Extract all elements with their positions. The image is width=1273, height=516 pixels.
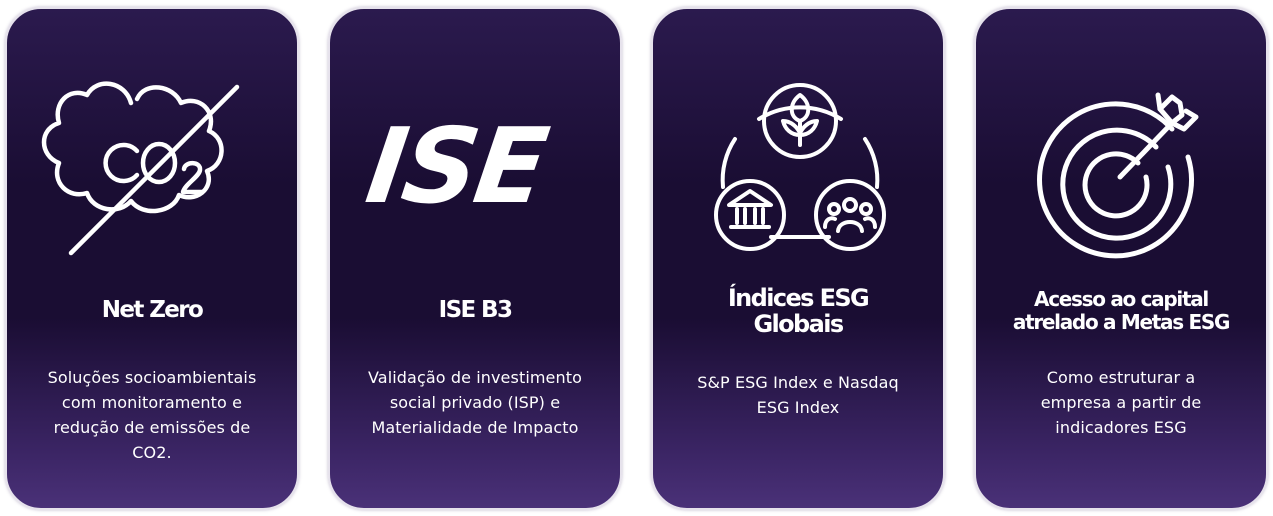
description-line: ESG Index — [756, 398, 840, 417]
description-line: redução de emissões de — [53, 418, 251, 437]
ise-logo-text: ISE — [360, 105, 554, 226]
title-line: Globais — [753, 310, 844, 338]
ise-logo: ISE — [330, 59, 620, 259]
global-esg-cycle-icon — [653, 59, 943, 259]
target-arrow-icon — [976, 59, 1266, 259]
card-ise-b3: ISE ISE B3 Validação de investimento soc… — [328, 7, 622, 510]
description-line: social privado (ISP) e — [389, 393, 561, 412]
description-line: Materialidade de Impacto — [371, 418, 579, 437]
card-acesso-capital: Acesso ao capital atrelado a Metas ESG C… — [974, 7, 1268, 510]
card-indices-esg-globais: Índices ESG Globais S&P ESG Index e Nasd… — [651, 7, 945, 510]
card-net-zero: Net Zero Soluções socioambientais com mo… — [5, 7, 299, 510]
card-description: Como estruturar a empresa a partir de in… — [994, 365, 1248, 440]
description-line: Como estruturar a — [1046, 368, 1196, 387]
description-line: Soluções socioambientais — [47, 368, 257, 387]
card-title: Índices ESG Globais — [663, 285, 933, 337]
card-title: ISE B3 — [438, 297, 513, 323]
co2-crossed-cloud-icon — [7, 59, 297, 259]
title-line: Índices ESG — [727, 284, 870, 312]
description-line: empresa a partir de — [1040, 393, 1202, 412]
card-description: S&P ESG Index e Nasdaq ESG Index — [671, 370, 925, 420]
description-line: S&P ESG Index e Nasdaq — [697, 373, 899, 392]
description-line: CO2. — [132, 443, 172, 462]
description-line: indicadores ESG — [1055, 418, 1187, 437]
title-line: Acesso ao capital — [1034, 287, 1209, 311]
card-description: Validação de investimento social privado… — [348, 365, 602, 440]
description-line: com monitoramento e — [61, 393, 243, 412]
title-line: atrelado a Metas ESG — [1012, 310, 1231, 334]
card-title: Net Zero — [101, 297, 204, 323]
card-description: Soluções socioambientais com monitoramen… — [25, 365, 279, 465]
description-line: Validação de investimento — [367, 368, 582, 387]
card-title: Acesso ao capital atrelado a Metas ESG — [986, 288, 1256, 334]
